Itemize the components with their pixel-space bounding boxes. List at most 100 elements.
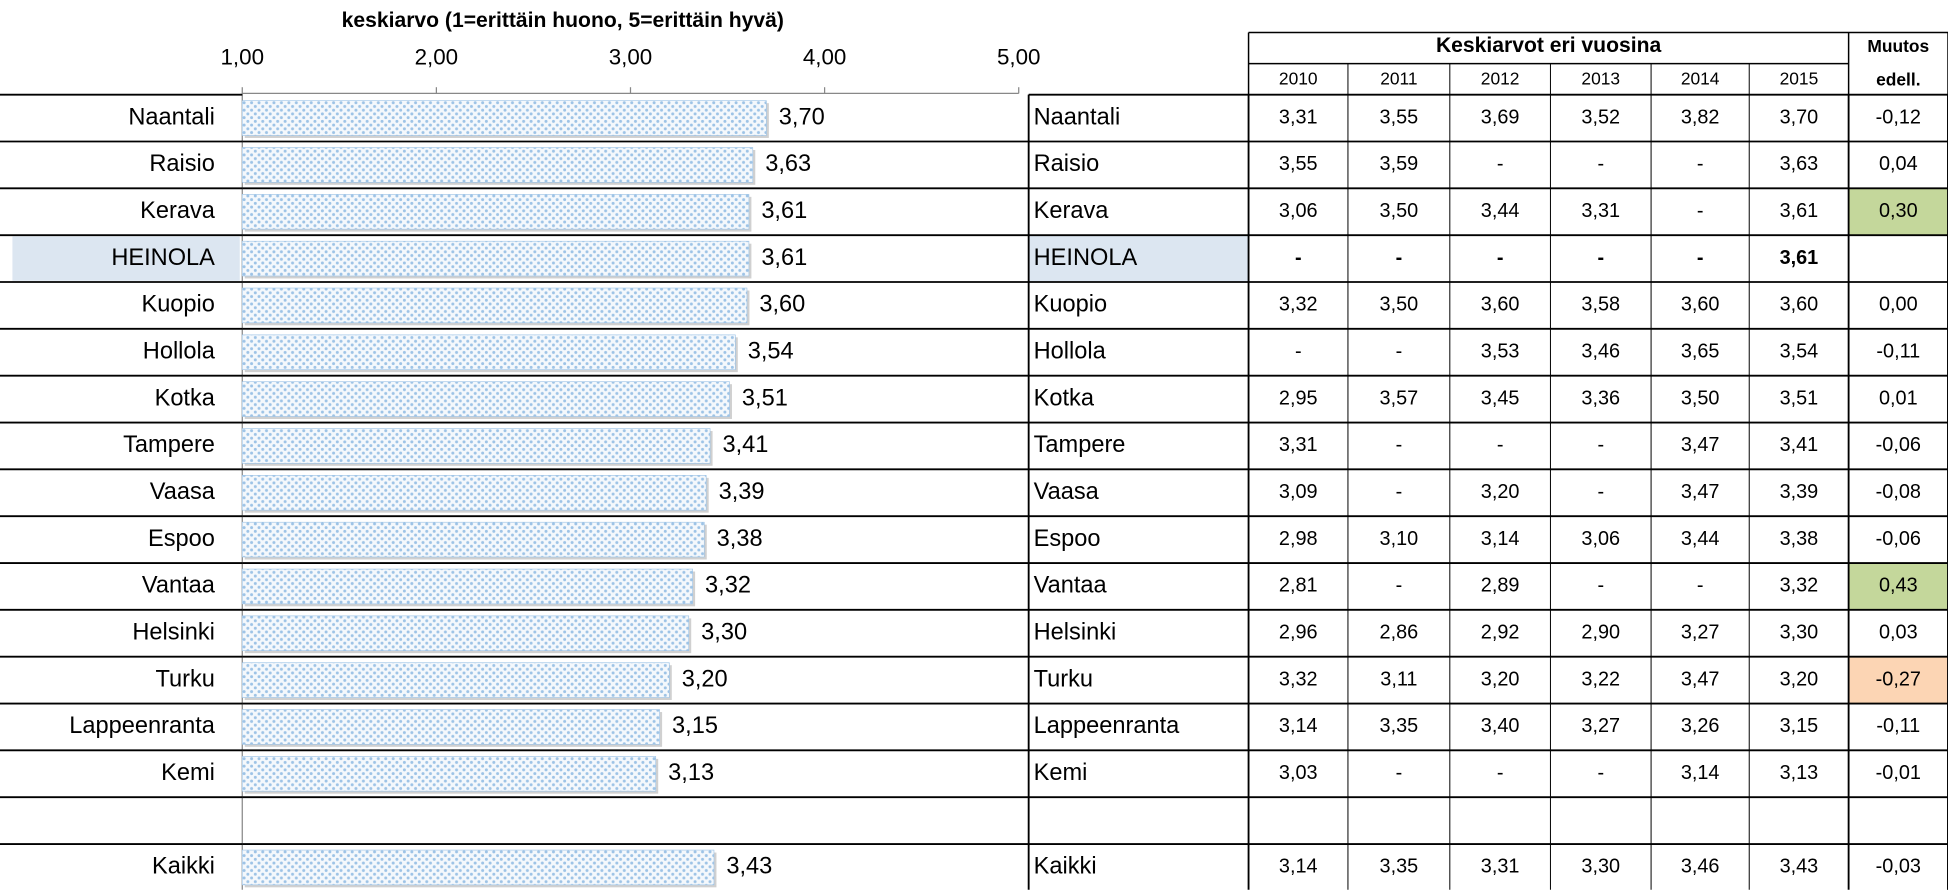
table-cell: 3,32 [1279,668,1318,690]
table-cell: 3,31 [1279,434,1318,456]
table-cell: 3,69 [1481,106,1520,128]
table-cell: -0,06 [1876,434,1921,456]
bar [241,194,750,230]
bar [241,568,693,605]
table-cell: 3,47 [1681,434,1720,456]
table-cell: - [1396,341,1403,363]
table-cell: 3,30 [1780,622,1819,644]
table-row-name: Vaasa [1034,479,1100,505]
table-cell: - [1396,247,1403,269]
y-tick-label: Tampere [123,432,215,458]
table-cell: 3,32 [1279,294,1318,316]
table-row-name: HEINOLA [1034,245,1138,271]
table-cell: 3,39 [1780,481,1819,503]
table-cell: 2,81 [1279,575,1318,597]
table-cell: - [1597,434,1604,456]
table-cell: 3,46 [1681,856,1720,878]
x-tick-label: 1,00 [220,45,264,70]
highlight-cell [1848,563,1948,610]
table-cell: 3,51 [1780,387,1819,409]
table-row-name: Kuopio [1034,292,1107,318]
table-cell: - [1597,247,1604,269]
table-cell: 3,61 [1780,247,1819,269]
table-cell: 3,46 [1581,341,1620,363]
table-cell: 3,32 [1780,575,1819,597]
table-year-header: 2014 [1681,68,1720,88]
table-cell: 3,52 [1581,106,1620,128]
table-cell: 3,38 [1780,528,1819,550]
table-cell: 3,15 [1780,715,1819,737]
bar [241,287,748,324]
table-cell: 3,47 [1681,481,1720,503]
table-cell: 3,55 [1380,106,1419,128]
y-tick-label: Hollola [143,338,216,364]
bar [241,100,767,136]
table-cell: 3,20 [1481,668,1520,690]
table-row-name: Turku [1034,666,1093,692]
table-cell: - [1597,481,1604,503]
table-year-header: 2011 [1380,68,1417,88]
table-cell: - [1497,762,1504,784]
table-cell: -0,08 [1876,481,1921,503]
table-row-name: Raisio [1034,151,1100,177]
data-label: 3,20 [682,666,728,692]
table-cell: 3,41 [1780,434,1819,456]
table-cell: 3,14 [1481,528,1520,550]
y-tick-label: Lappeenranta [69,713,216,739]
table-cell: 3,44 [1481,200,1520,222]
y-tick-label: Kaikki [152,854,215,880]
table-cell: 3,35 [1380,715,1419,737]
bar [241,849,715,886]
table-year-header: 2013 [1581,68,1620,88]
table-cell: 2,95 [1279,387,1318,409]
table-cell: -0,06 [1876,528,1921,550]
table-cell: 3,14 [1681,762,1720,784]
bar [241,756,657,792]
table-cell: 3,31 [1581,200,1620,222]
y-tick-label: HEINOLA [111,245,215,271]
table-cell: 3,82 [1681,106,1720,128]
highlight-cell [1028,235,1249,283]
table-cell: 3,20 [1780,668,1819,690]
table-cell: - [1295,247,1302,269]
table-cell: 3,35 [1380,856,1419,878]
data-label: 3,60 [759,292,805,318]
table-cell: 0,30 [1879,200,1918,222]
bar [241,240,750,277]
data-label: 3,13 [668,760,714,786]
table-cell: 0,01 [1879,387,1918,409]
table-cell: 2,90 [1581,622,1620,644]
table-cell: 3,14 [1279,856,1318,878]
table-cell: - [1497,153,1504,175]
y-tick-label: Espoo [148,526,215,552]
table-cell: 3,09 [1279,481,1318,503]
data-label: 3,43 [726,854,772,880]
table-cell: 3,53 [1481,341,1520,363]
table-row-name: Lappeenranta [1034,713,1181,739]
bar [241,428,711,464]
y-tick-label: Kotka [155,385,216,411]
table-cell: 3,40 [1481,715,1520,737]
table-cell: 3,31 [1279,106,1318,128]
bar [241,475,707,511]
table-cell: 3,50 [1681,387,1720,409]
x-tick-label: 5,00 [997,45,1041,70]
table-cell: 3,60 [1780,294,1819,316]
bar [241,662,670,698]
table-cell: 3,60 [1481,294,1520,316]
table-cell: 3,55 [1279,153,1318,175]
table-cell: - [1396,481,1403,503]
table-row-name: Espoo [1034,526,1101,552]
table-cell: 3,36 [1581,387,1620,409]
table-cell: 3,31 [1481,856,1520,878]
table-cell: 3,58 [1581,294,1620,316]
table-year-header: 2012 [1481,68,1520,88]
table-cell: 2,89 [1481,575,1520,597]
data-label: 3,38 [717,526,763,552]
table-cell: 3,70 [1780,106,1819,128]
y-tick-label: Turku [155,666,214,692]
y-tick-label: Vantaa [142,573,216,599]
table-row-name: Kemi [1034,760,1088,786]
table-row-name: Kotka [1034,385,1095,411]
highlight-row [12,236,240,281]
